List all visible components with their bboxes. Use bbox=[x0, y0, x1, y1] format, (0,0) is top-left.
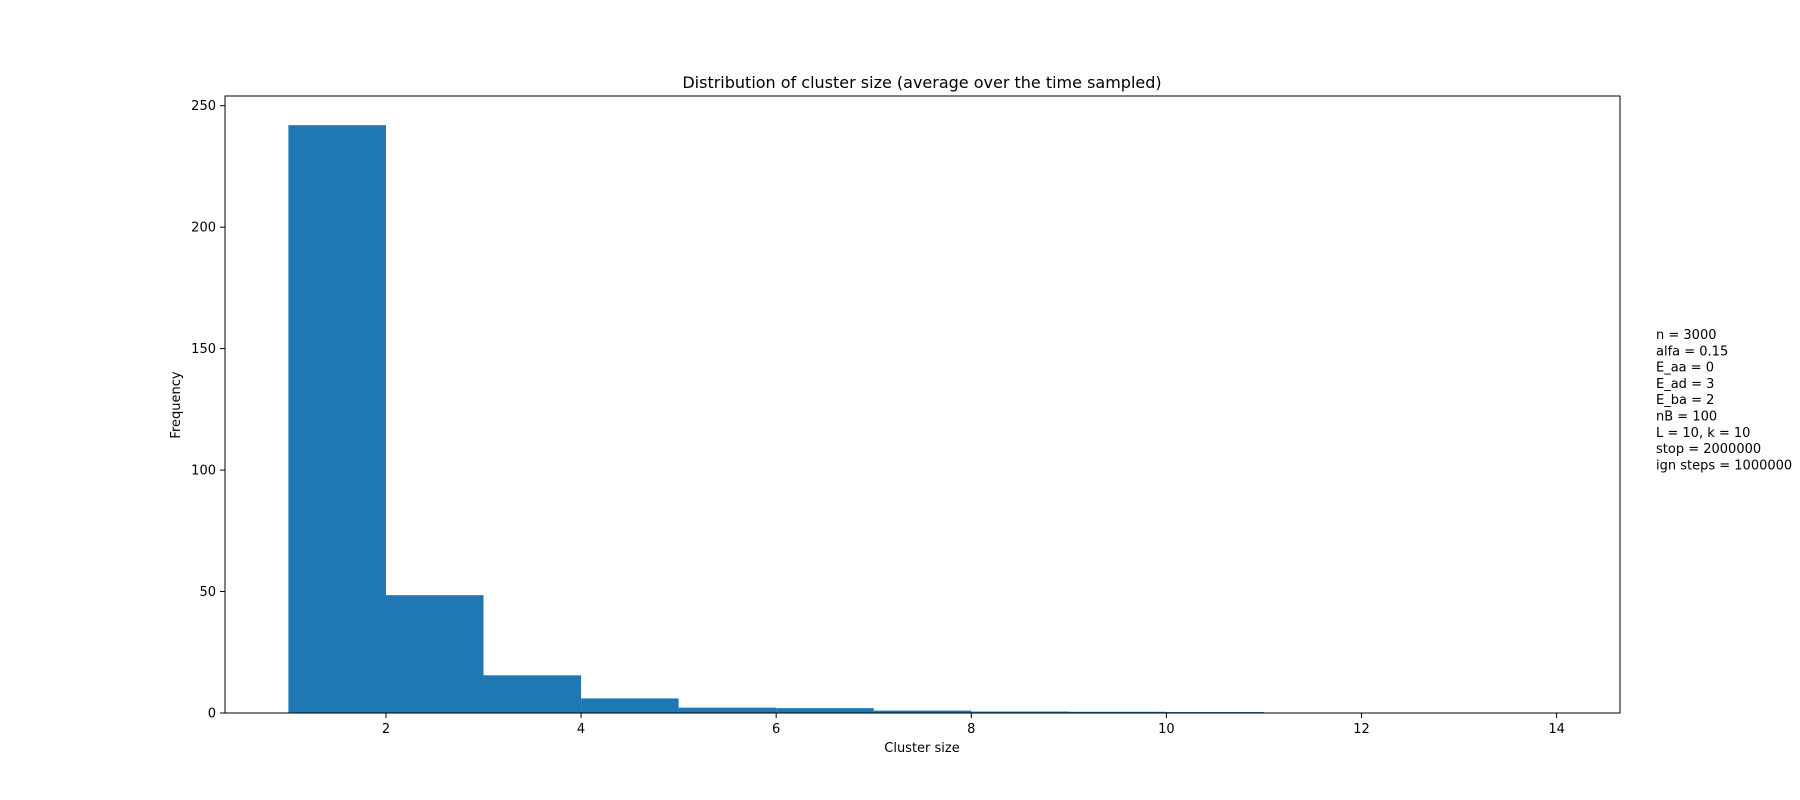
histogram-bar-1 bbox=[288, 125, 386, 713]
parameter-line: alfa = 0.15 bbox=[1656, 344, 1728, 359]
x-tick-label: 12 bbox=[1353, 722, 1370, 737]
parameter-line: ign steps = 1000000 bbox=[1656, 458, 1792, 473]
parameter-line: n = 3000 bbox=[1656, 328, 1716, 343]
x-tick-label: 10 bbox=[1158, 722, 1175, 737]
x-tick-label: 4 bbox=[577, 722, 585, 737]
y-tick-label: 100 bbox=[191, 464, 216, 479]
parameter-line: E_ad = 3 bbox=[1656, 377, 1714, 392]
y-tick-label: 50 bbox=[199, 585, 216, 600]
x-tick-label: 6 bbox=[772, 722, 780, 737]
y-axis-label: Frequency bbox=[169, 371, 184, 438]
parameter-line: L = 10, k = 10 bbox=[1656, 426, 1750, 441]
parameter-line: E_aa = 0 bbox=[1656, 361, 1714, 376]
histogram-bar-5 bbox=[679, 708, 777, 713]
y-tick-label: 250 bbox=[191, 99, 216, 114]
y-tick-label: 200 bbox=[191, 221, 216, 236]
histogram-bar-6 bbox=[776, 708, 874, 713]
histogram-bar-3 bbox=[484, 675, 582, 713]
y-tick-label: 150 bbox=[191, 342, 216, 357]
parameter-line: nB = 100 bbox=[1656, 410, 1717, 425]
x-tick-label: 14 bbox=[1548, 722, 1565, 737]
y-tick-label: 0 bbox=[208, 707, 216, 722]
x-tick-label: 2 bbox=[382, 722, 390, 737]
parameter-line: E_ba = 2 bbox=[1656, 393, 1714, 408]
histogram-bar-4 bbox=[581, 698, 679, 713]
x-axis-label: Cluster size bbox=[884, 741, 959, 756]
chart-title: Distribution of cluster size (average ov… bbox=[682, 73, 1161, 92]
histogram-bar-2 bbox=[386, 595, 484, 713]
parameter-line: stop = 2000000 bbox=[1656, 442, 1761, 457]
x-tick-label: 8 bbox=[967, 722, 975, 737]
